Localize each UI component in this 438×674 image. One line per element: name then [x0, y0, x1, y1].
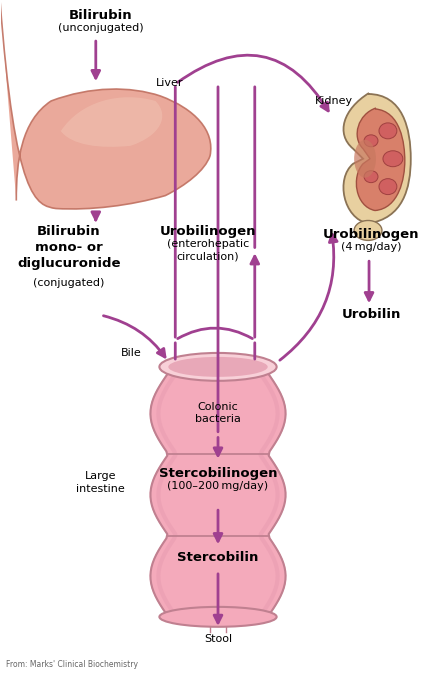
Text: Stercobilinogen: Stercobilinogen — [159, 468, 277, 481]
Text: (100–200 mg/day): (100–200 mg/day) — [167, 481, 268, 491]
Text: Colonic
bacteria: Colonic bacteria — [195, 402, 241, 424]
Ellipse shape — [364, 135, 378, 147]
Text: Bilirubin: Bilirubin — [69, 9, 133, 22]
PathPatch shape — [357, 109, 405, 210]
Text: From: Marks' Clinical Biochemistry: From: Marks' Clinical Biochemistry — [7, 660, 138, 669]
Ellipse shape — [159, 353, 277, 381]
Text: Kidney: Kidney — [314, 96, 353, 106]
Text: Urobilinogen: Urobilinogen — [323, 228, 419, 241]
Text: Large
intestine: Large intestine — [76, 471, 125, 494]
Text: (unconjugated): (unconjugated) — [58, 24, 144, 33]
Ellipse shape — [379, 179, 397, 195]
PathPatch shape — [61, 97, 162, 147]
Text: (conjugated): (conjugated) — [33, 278, 105, 288]
Ellipse shape — [383, 151, 403, 166]
Ellipse shape — [168, 357, 268, 377]
Ellipse shape — [379, 123, 397, 139]
Text: Bile: Bile — [120, 348, 141, 358]
Text: Urobilin: Urobilin — [341, 308, 401, 321]
Text: (4 mg/day): (4 mg/day) — [341, 243, 401, 252]
Text: Urobilinogen: Urobilinogen — [160, 226, 256, 239]
PathPatch shape — [0, 89, 211, 674]
Text: Liver: Liver — [155, 78, 183, 88]
Text: Bilirubin
mono- or
diglucuronide: Bilirubin mono- or diglucuronide — [17, 226, 121, 270]
Text: Stercobilin: Stercobilin — [177, 551, 259, 564]
Ellipse shape — [364, 171, 378, 183]
Polygon shape — [150, 373, 286, 617]
Ellipse shape — [354, 140, 376, 178]
Text: (enterohepatic
circulation): (enterohepatic circulation) — [167, 239, 249, 262]
Ellipse shape — [159, 607, 277, 627]
Text: Stool: Stool — [204, 634, 232, 644]
PathPatch shape — [343, 94, 411, 224]
Ellipse shape — [354, 220, 382, 241]
